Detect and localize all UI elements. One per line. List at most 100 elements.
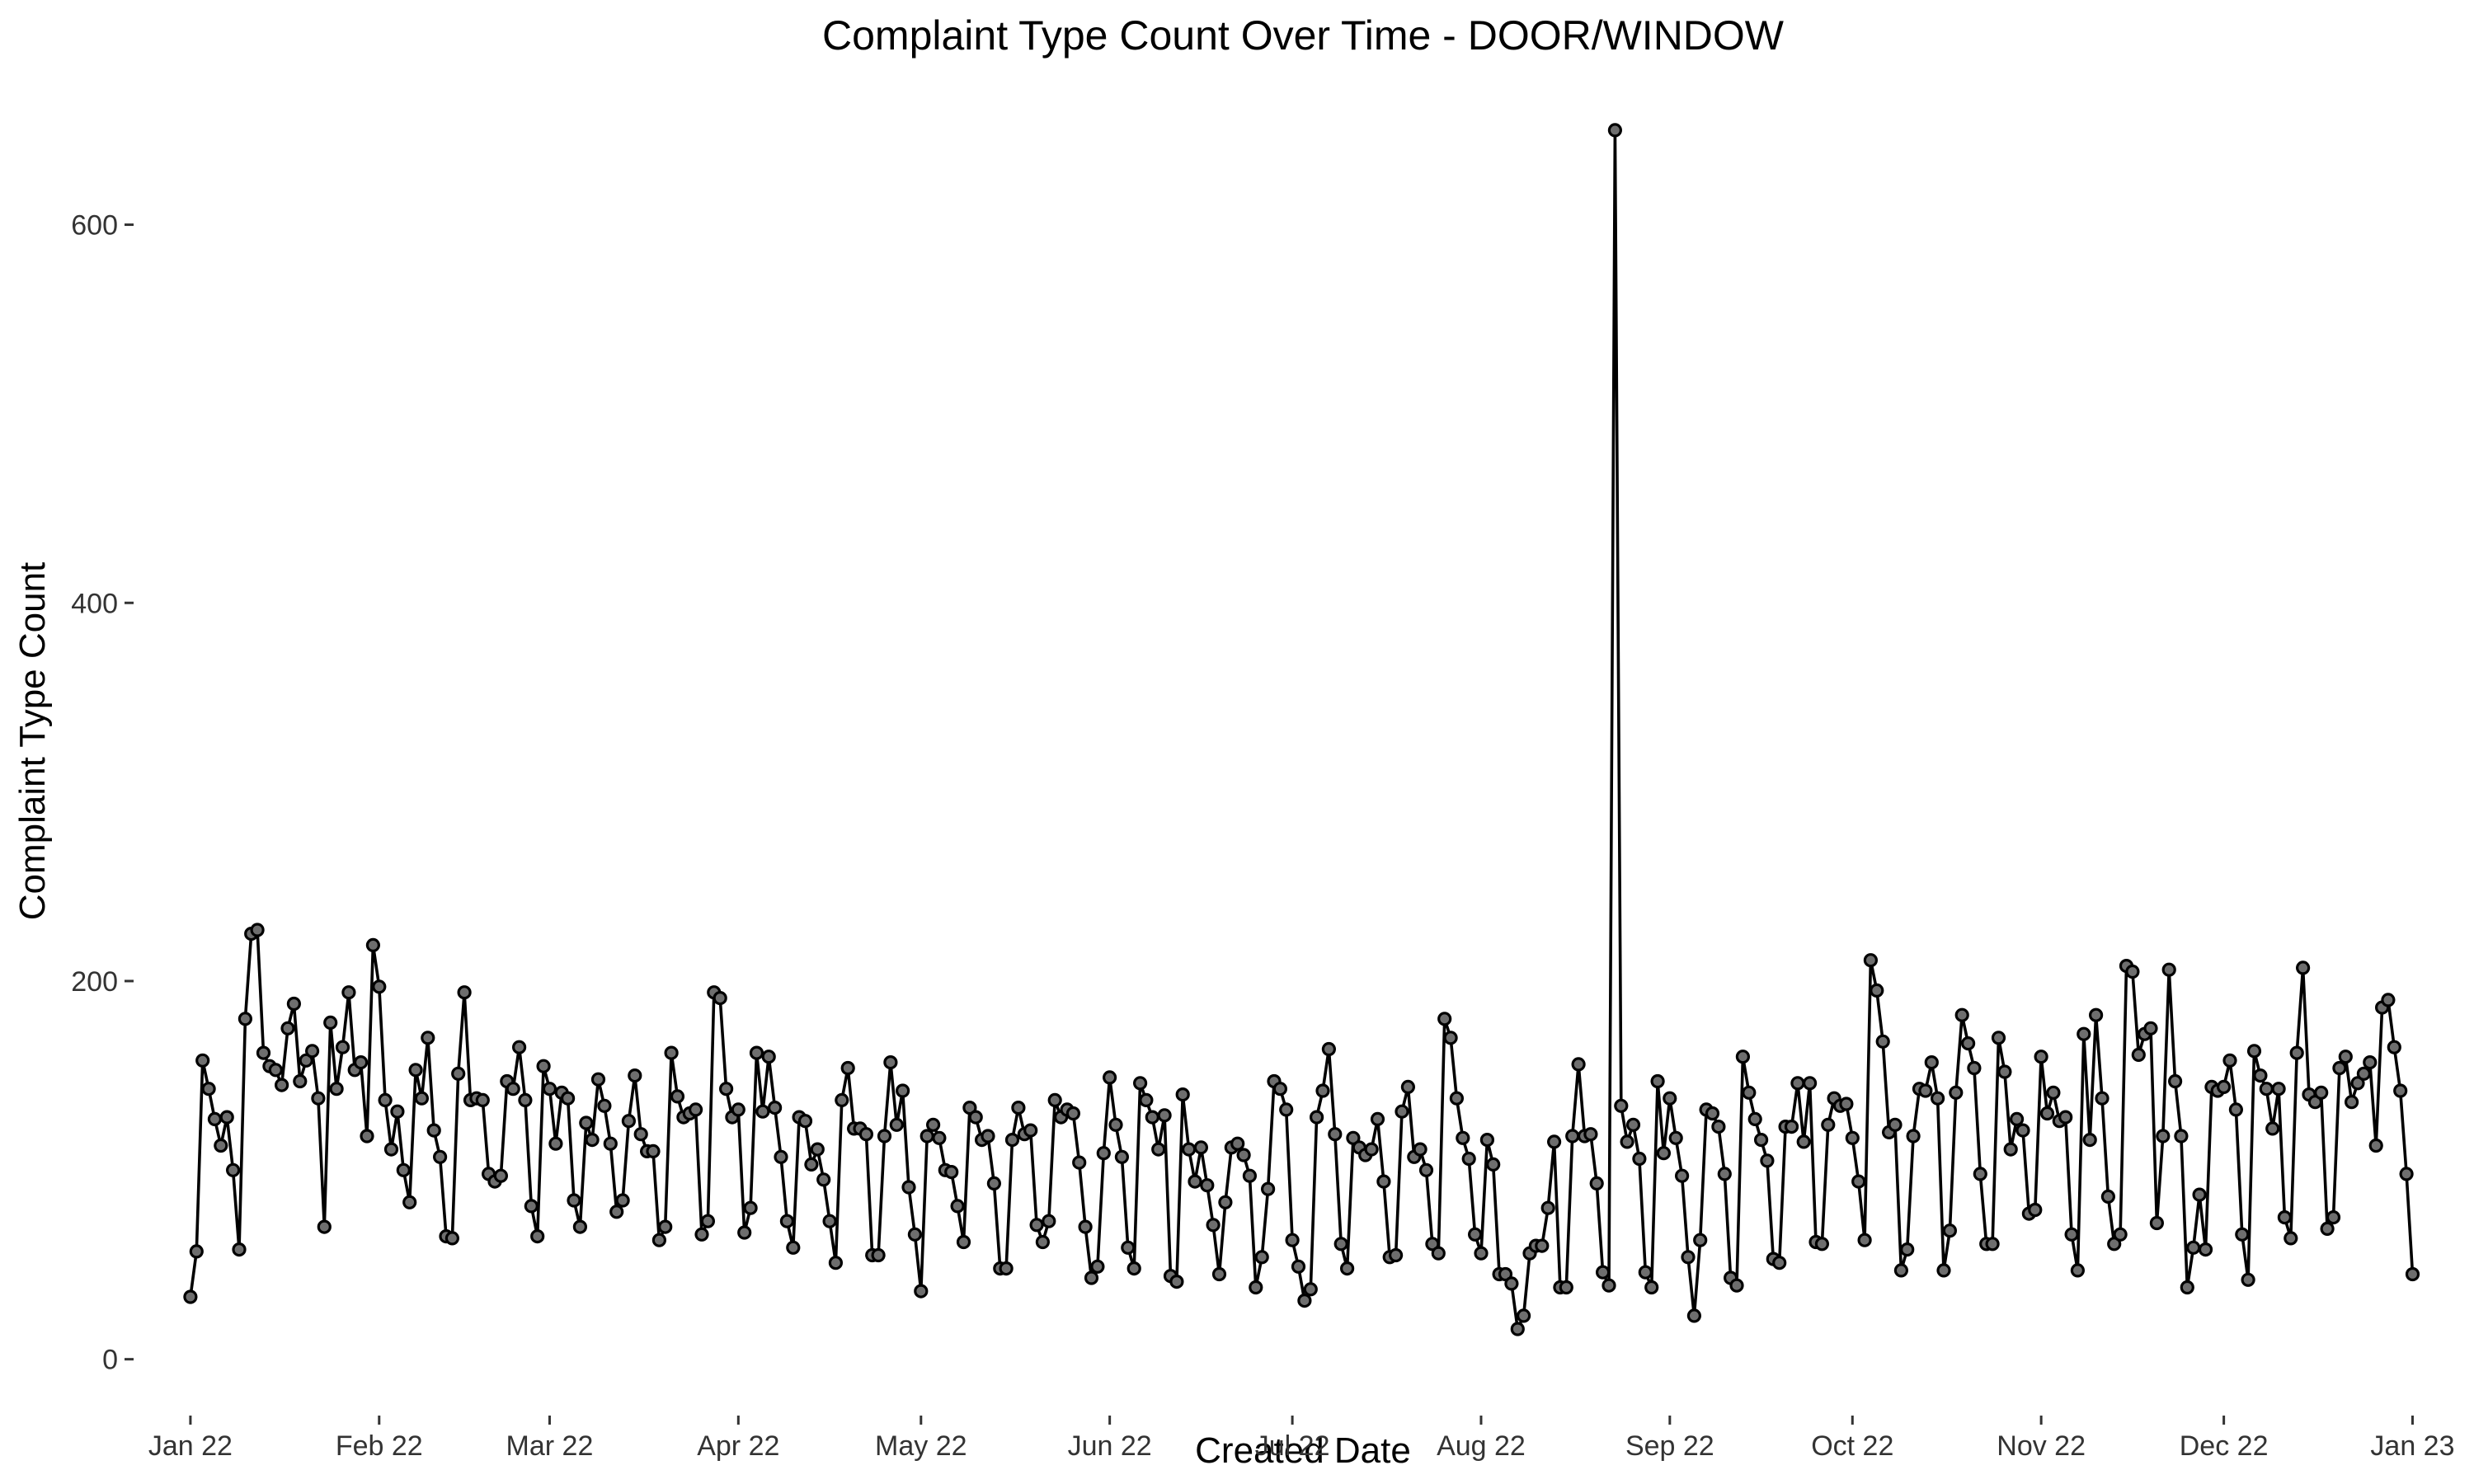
data-point-361 <box>2381 993 2396 1007</box>
data-point-234 <box>1607 123 1623 138</box>
data-point-151 <box>1102 1070 1117 1085</box>
data-point-248 <box>1693 1233 1708 1247</box>
data-point-222 <box>1535 1238 1550 1253</box>
data-point-352 <box>2326 1209 2341 1225</box>
data-point-327 <box>2174 1129 2189 1144</box>
data-point-26 <box>341 985 356 1000</box>
data-point-188 <box>1328 1127 1343 1142</box>
data-point-322 <box>2143 1021 2158 1036</box>
data-point-273 <box>1845 1130 1860 1145</box>
data-point-230 <box>1583 1127 1598 1142</box>
data-point-217 <box>1504 1276 1519 1291</box>
data-point-108 <box>840 1060 855 1076</box>
data-point-136 <box>1011 1100 1026 1115</box>
data-point-184 <box>1303 1282 1318 1297</box>
data-point-266 <box>1803 1076 1818 1091</box>
data-point-364 <box>2399 1167 2414 1181</box>
x-axis: Jan 22 Feb 22 Mar 22 Apr 22 May 22 Jun 22 Jul … <box>148 1416 2455 1462</box>
data-point-239 <box>1638 1265 1653 1280</box>
data-point-243 <box>1663 1091 1677 1106</box>
data-point-141 <box>1042 1214 1056 1228</box>
data-point-211 <box>1467 1227 1483 1242</box>
data-point-172 <box>1230 1136 1245 1151</box>
data-point-288 <box>1936 1263 1951 1278</box>
data-point-268 <box>1814 1237 1829 1252</box>
data-point-319 <box>2125 964 2140 979</box>
data-point-237 <box>1625 1117 1641 1132</box>
data-point-274 <box>1851 1174 1866 1189</box>
data-point-102 <box>804 1157 819 1172</box>
data-point-315 <box>2100 1189 2115 1205</box>
data-point-263 <box>1784 1119 1799 1134</box>
data-point-159 <box>1151 1142 1166 1157</box>
data-point-169 <box>1211 1266 1227 1282</box>
data-point-277 <box>1870 983 1884 998</box>
data-point-331 <box>2198 1242 2213 1257</box>
data-point-24 <box>329 1082 344 1097</box>
data-point-355 <box>2345 1095 2359 1110</box>
data-point-296 <box>1985 1237 2000 1252</box>
data-point-189 <box>1333 1237 1348 1252</box>
data-point-140 <box>1035 1234 1051 1250</box>
data-point-256 <box>1742 1085 1757 1100</box>
data-point-129 <box>968 1110 983 1125</box>
data-point-120 <box>914 1284 929 1298</box>
data-point-356 <box>2350 1076 2365 1091</box>
data-point-303 <box>2028 1202 2043 1218</box>
data-point-107 <box>835 1092 849 1108</box>
data-point-351 <box>2320 1221 2335 1237</box>
data-point-358 <box>2363 1054 2378 1070</box>
data-point-238 <box>1632 1151 1647 1167</box>
data-point-294 <box>1973 1167 1987 1181</box>
data-point-206 <box>1437 1012 1452 1026</box>
data-point-223 <box>1540 1200 1555 1215</box>
data-point-118 <box>901 1180 916 1195</box>
data-point-301 <box>2015 1123 2030 1138</box>
data-point-157 <box>1139 1092 1154 1108</box>
x-tick-label-aug-22: Aug 22 <box>1437 1430 1526 1462</box>
data-point-232 <box>1595 1265 1611 1280</box>
data-point-323 <box>2149 1215 2164 1231</box>
data-point-328 <box>2180 1280 2194 1295</box>
data-point-190 <box>1339 1261 1355 1276</box>
data-point-278 <box>1875 1034 1890 1049</box>
y-tick-label-400: 400 <box>71 588 118 619</box>
x-tick-label-jul-22: Jul 22 <box>1255 1430 1330 1462</box>
data-point-308 <box>2058 1110 2073 1125</box>
data-point-177 <box>1260 1181 1276 1196</box>
data-point-76 <box>646 1144 661 1159</box>
data-point-334 <box>2217 1079 2232 1095</box>
data-point-97 <box>774 1149 788 1164</box>
data-point-156 <box>1132 1076 1148 1091</box>
data-point-252 <box>1717 1167 1732 1181</box>
data-point-281 <box>1893 1263 1908 1278</box>
data-point-353 <box>2332 1060 2347 1076</box>
data-point-182 <box>1291 1259 1306 1274</box>
data-point-72 <box>621 1114 637 1129</box>
data-point-280 <box>1888 1117 1903 1132</box>
data-point-138 <box>1023 1123 1038 1138</box>
data-point-173 <box>1236 1148 1251 1162</box>
data-point-247 <box>1686 1308 1701 1323</box>
data-point-346 <box>2289 1045 2304 1060</box>
data-point-67 <box>590 1072 606 1087</box>
data-point-242 <box>1656 1146 1672 1161</box>
y-axis: 0 200 400 600 <box>71 210 134 1376</box>
x-tick-label-may-22: May 22 <box>875 1430 967 1462</box>
data-point-282 <box>1900 1242 1915 1257</box>
data-point-31 <box>372 979 387 994</box>
data-point-264 <box>1790 1076 1805 1091</box>
data-point-142 <box>1047 1092 1062 1108</box>
data-point-14 <box>268 1063 283 1078</box>
data-point-344 <box>2277 1209 2292 1225</box>
data-point-227 <box>1565 1129 1580 1144</box>
data-point-316 <box>2107 1237 2122 1252</box>
x-tick-label-nov-22: Nov 22 <box>1997 1430 2086 1462</box>
data-point-60 <box>548 1136 563 1151</box>
data-point-96 <box>767 1100 783 1115</box>
data-point-196 <box>1376 1174 1391 1189</box>
data-point-216 <box>1498 1266 1513 1282</box>
data-point-209 <box>1456 1130 1470 1145</box>
data-point-35 <box>396 1162 411 1177</box>
